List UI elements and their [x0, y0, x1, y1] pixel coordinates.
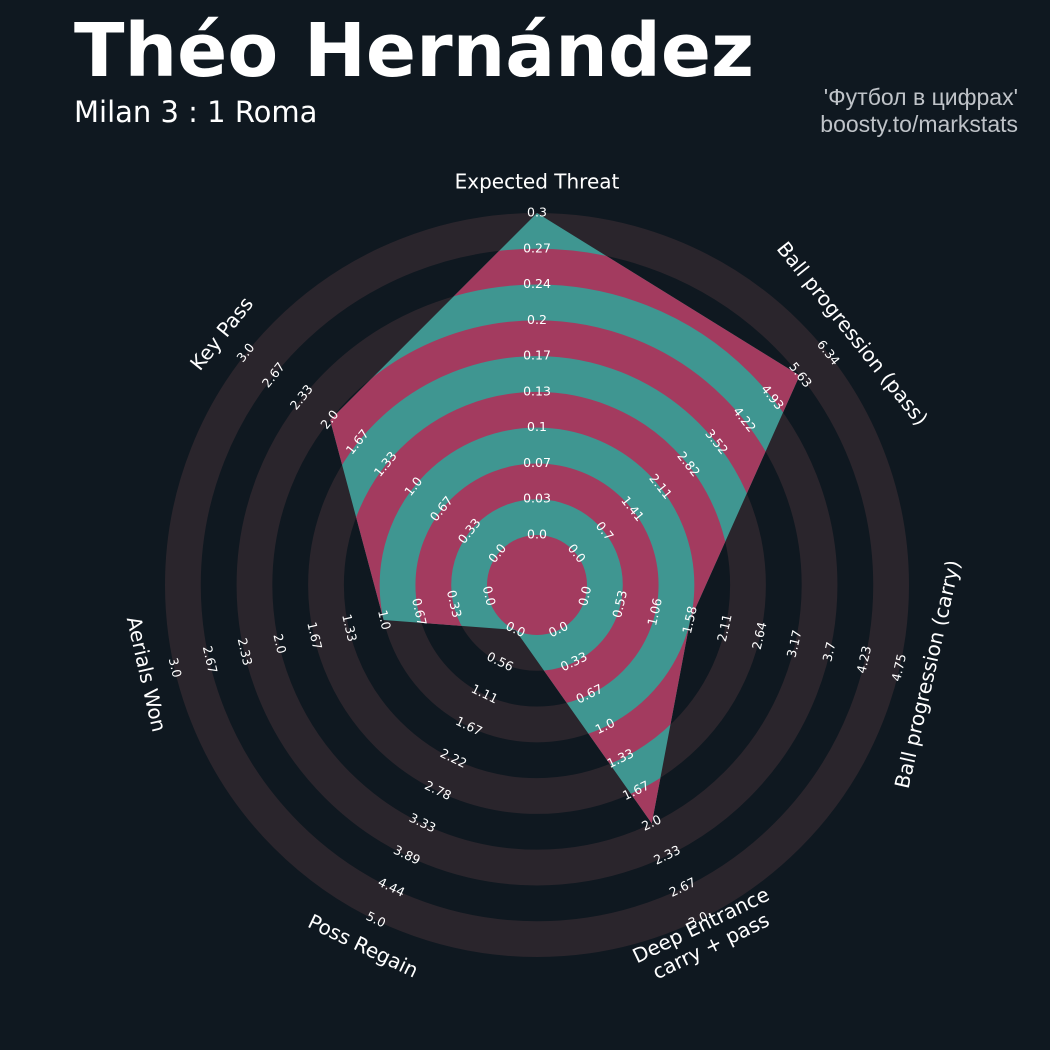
tick-label: 1.0: [375, 608, 394, 631]
tick-label: 0.24: [523, 276, 551, 291]
tick-label: 3.0: [166, 656, 185, 679]
tick-label: 0.0: [575, 584, 594, 607]
tick-label: 1.06: [644, 597, 665, 628]
tick-label: 4.75: [888, 652, 909, 682]
tick-label: 0.27: [523, 240, 551, 255]
tick-label: 2.0: [270, 632, 289, 655]
player-name-title: Théo Hernández: [74, 8, 755, 94]
tick-label: 1.67: [304, 620, 325, 650]
credit-line-1: 'Футбол в цифрах': [823, 84, 1018, 110]
polygon-stripe: [487, 535, 587, 635]
tick-label: 0.13: [523, 383, 551, 398]
polygon-stripe: [330, 248, 800, 824]
axis-label-line: Aerials Won: [122, 614, 172, 734]
tick-label: 0.53: [609, 589, 630, 619]
tick-label: 0.0: [480, 585, 499, 608]
tick-label: 0.67: [409, 597, 430, 627]
tick-label: 0.1: [527, 419, 547, 434]
tick-label: 0.17: [523, 348, 551, 363]
tick-label: 2.33: [235, 636, 256, 666]
tick-label: 2.64: [749, 620, 770, 651]
tick-label: 2.67: [200, 644, 221, 674]
match-subtitle: Milan 3 : 1 Roma: [74, 95, 318, 129]
tick-label: 4.23: [853, 644, 874, 674]
tick-label: 0.33: [444, 589, 465, 619]
tick-label: 0.3: [527, 205, 547, 220]
axis-label: Expected Threat: [455, 170, 620, 194]
tick-label: 1.33: [339, 613, 360, 643]
tick-label: 2.11: [714, 613, 735, 643]
tick-label: 0.0: [527, 527, 547, 542]
tick-label: 3.7: [819, 640, 838, 663]
axis-label-line: Expected Threat: [455, 170, 620, 194]
tick-label: 0.03: [523, 491, 551, 506]
axis-label: Aerials Won: [122, 614, 172, 734]
tick-label: 3.17: [784, 628, 805, 658]
tick-label: 0.07: [523, 455, 551, 470]
tick-label: 1.58: [679, 605, 700, 636]
tick-label: 0.2: [527, 312, 547, 327]
credit-line-2: boosty.to/markstats: [820, 111, 1018, 137]
